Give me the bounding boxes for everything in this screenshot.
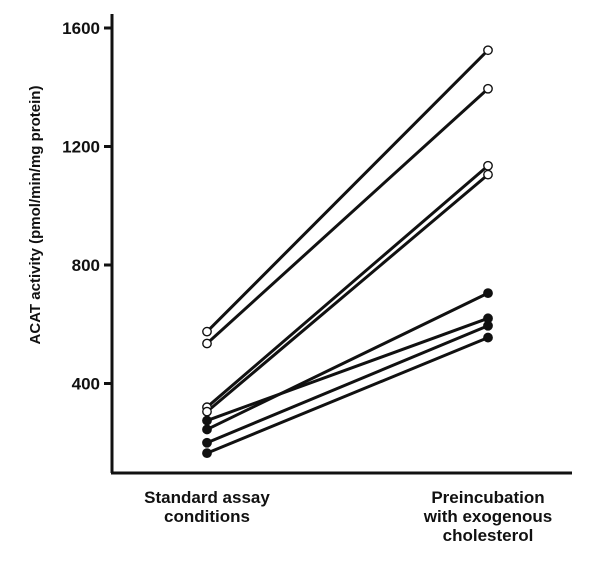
open-point — [202, 326, 212, 337]
open-point — [483, 45, 493, 56]
series-line — [206, 324, 489, 445]
series-line — [206, 164, 489, 409]
y-tick-label: 800 — [72, 256, 100, 275]
x-category-label-line: Standard assay — [144, 488, 270, 507]
series-line — [206, 291, 489, 431]
open-point — [483, 160, 493, 171]
filled-point — [202, 448, 212, 459]
series-line — [205, 87, 490, 345]
series-line — [206, 173, 489, 413]
y-axis-label: ACAT activity (pmol/min/mg protein) — [27, 86, 44, 345]
filled-point — [483, 288, 493, 299]
open-point — [483, 83, 493, 94]
series-line — [206, 336, 489, 455]
y-tick-label: 1200 — [62, 138, 100, 157]
open-point — [202, 406, 212, 417]
open-point — [483, 169, 493, 180]
series-line — [206, 316, 489, 422]
filled-point — [483, 320, 493, 331]
x-category-label: Standard assay conditions — [144, 488, 270, 526]
x-category-label-line: cholesterol — [443, 526, 534, 545]
x-category-label-line: with exogenous — [423, 507, 552, 526]
series-line — [205, 49, 490, 333]
filled-point — [202, 424, 212, 435]
x-category-label: Preincubation with exogenous cholesterol — [423, 488, 552, 545]
filled-point — [202, 415, 212, 426]
x-category-label-line: conditions — [164, 507, 250, 526]
y-tick-label: 400 — [72, 375, 100, 394]
x-category-label-line: Preincubation — [431, 488, 544, 507]
filled-point — [483, 332, 493, 343]
filled-point — [202, 437, 212, 448]
open-point — [202, 338, 212, 349]
y-tick-label: 1600 — [62, 19, 100, 38]
